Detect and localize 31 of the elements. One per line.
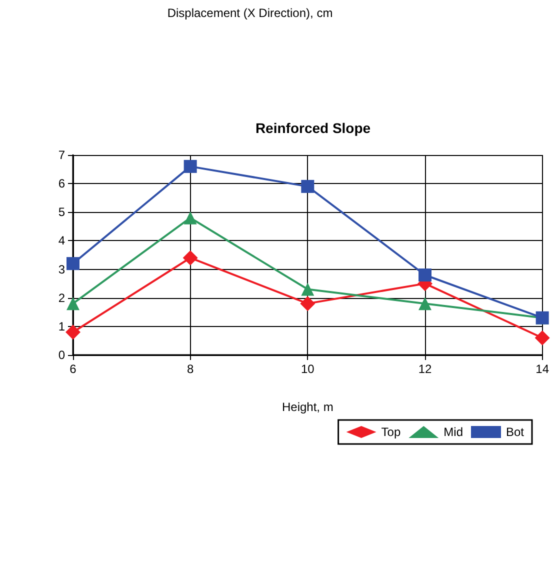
y-tick-label: 6 — [58, 176, 66, 191]
y-tick-label: 4 — [58, 234, 66, 248]
x-tick-label: 14 — [536, 362, 550, 376]
y-tick-label: 5 — [58, 205, 66, 220]
point — [66, 297, 80, 310]
x-tick-label: 10 — [300, 362, 315, 376]
text: Displacement (X Direction), cm — [167, 6, 333, 20]
y-tick-label: 7 — [58, 148, 66, 162]
point — [184, 160, 197, 173]
point — [418, 268, 432, 282]
y-tick-label: 0 — [58, 348, 66, 362]
y-tick-label: 1 — [58, 319, 66, 334]
point — [66, 324, 80, 340]
legend-label: Mid — [444, 425, 463, 439]
chart-title: Reinforced Slope — [255, 120, 371, 136]
point — [182, 250, 198, 266]
x-tick-label: 12 — [418, 362, 432, 376]
legend-label: Bot — [506, 425, 525, 439]
point — [300, 296, 316, 312]
legend-label: Top — [381, 425, 401, 439]
x-axis-title: Height, m — [282, 400, 334, 414]
y-tick-label: 3 — [58, 262, 66, 276]
point — [534, 330, 550, 346]
point — [301, 180, 314, 193]
point — [66, 257, 80, 270]
x-tick-label: 8 — [186, 362, 194, 376]
point — [301, 282, 314, 296]
point — [418, 297, 432, 310]
y-tick-label: 2 — [58, 290, 66, 305]
point — [184, 211, 197, 224]
x-tick-label: 6 — [70, 362, 77, 376]
